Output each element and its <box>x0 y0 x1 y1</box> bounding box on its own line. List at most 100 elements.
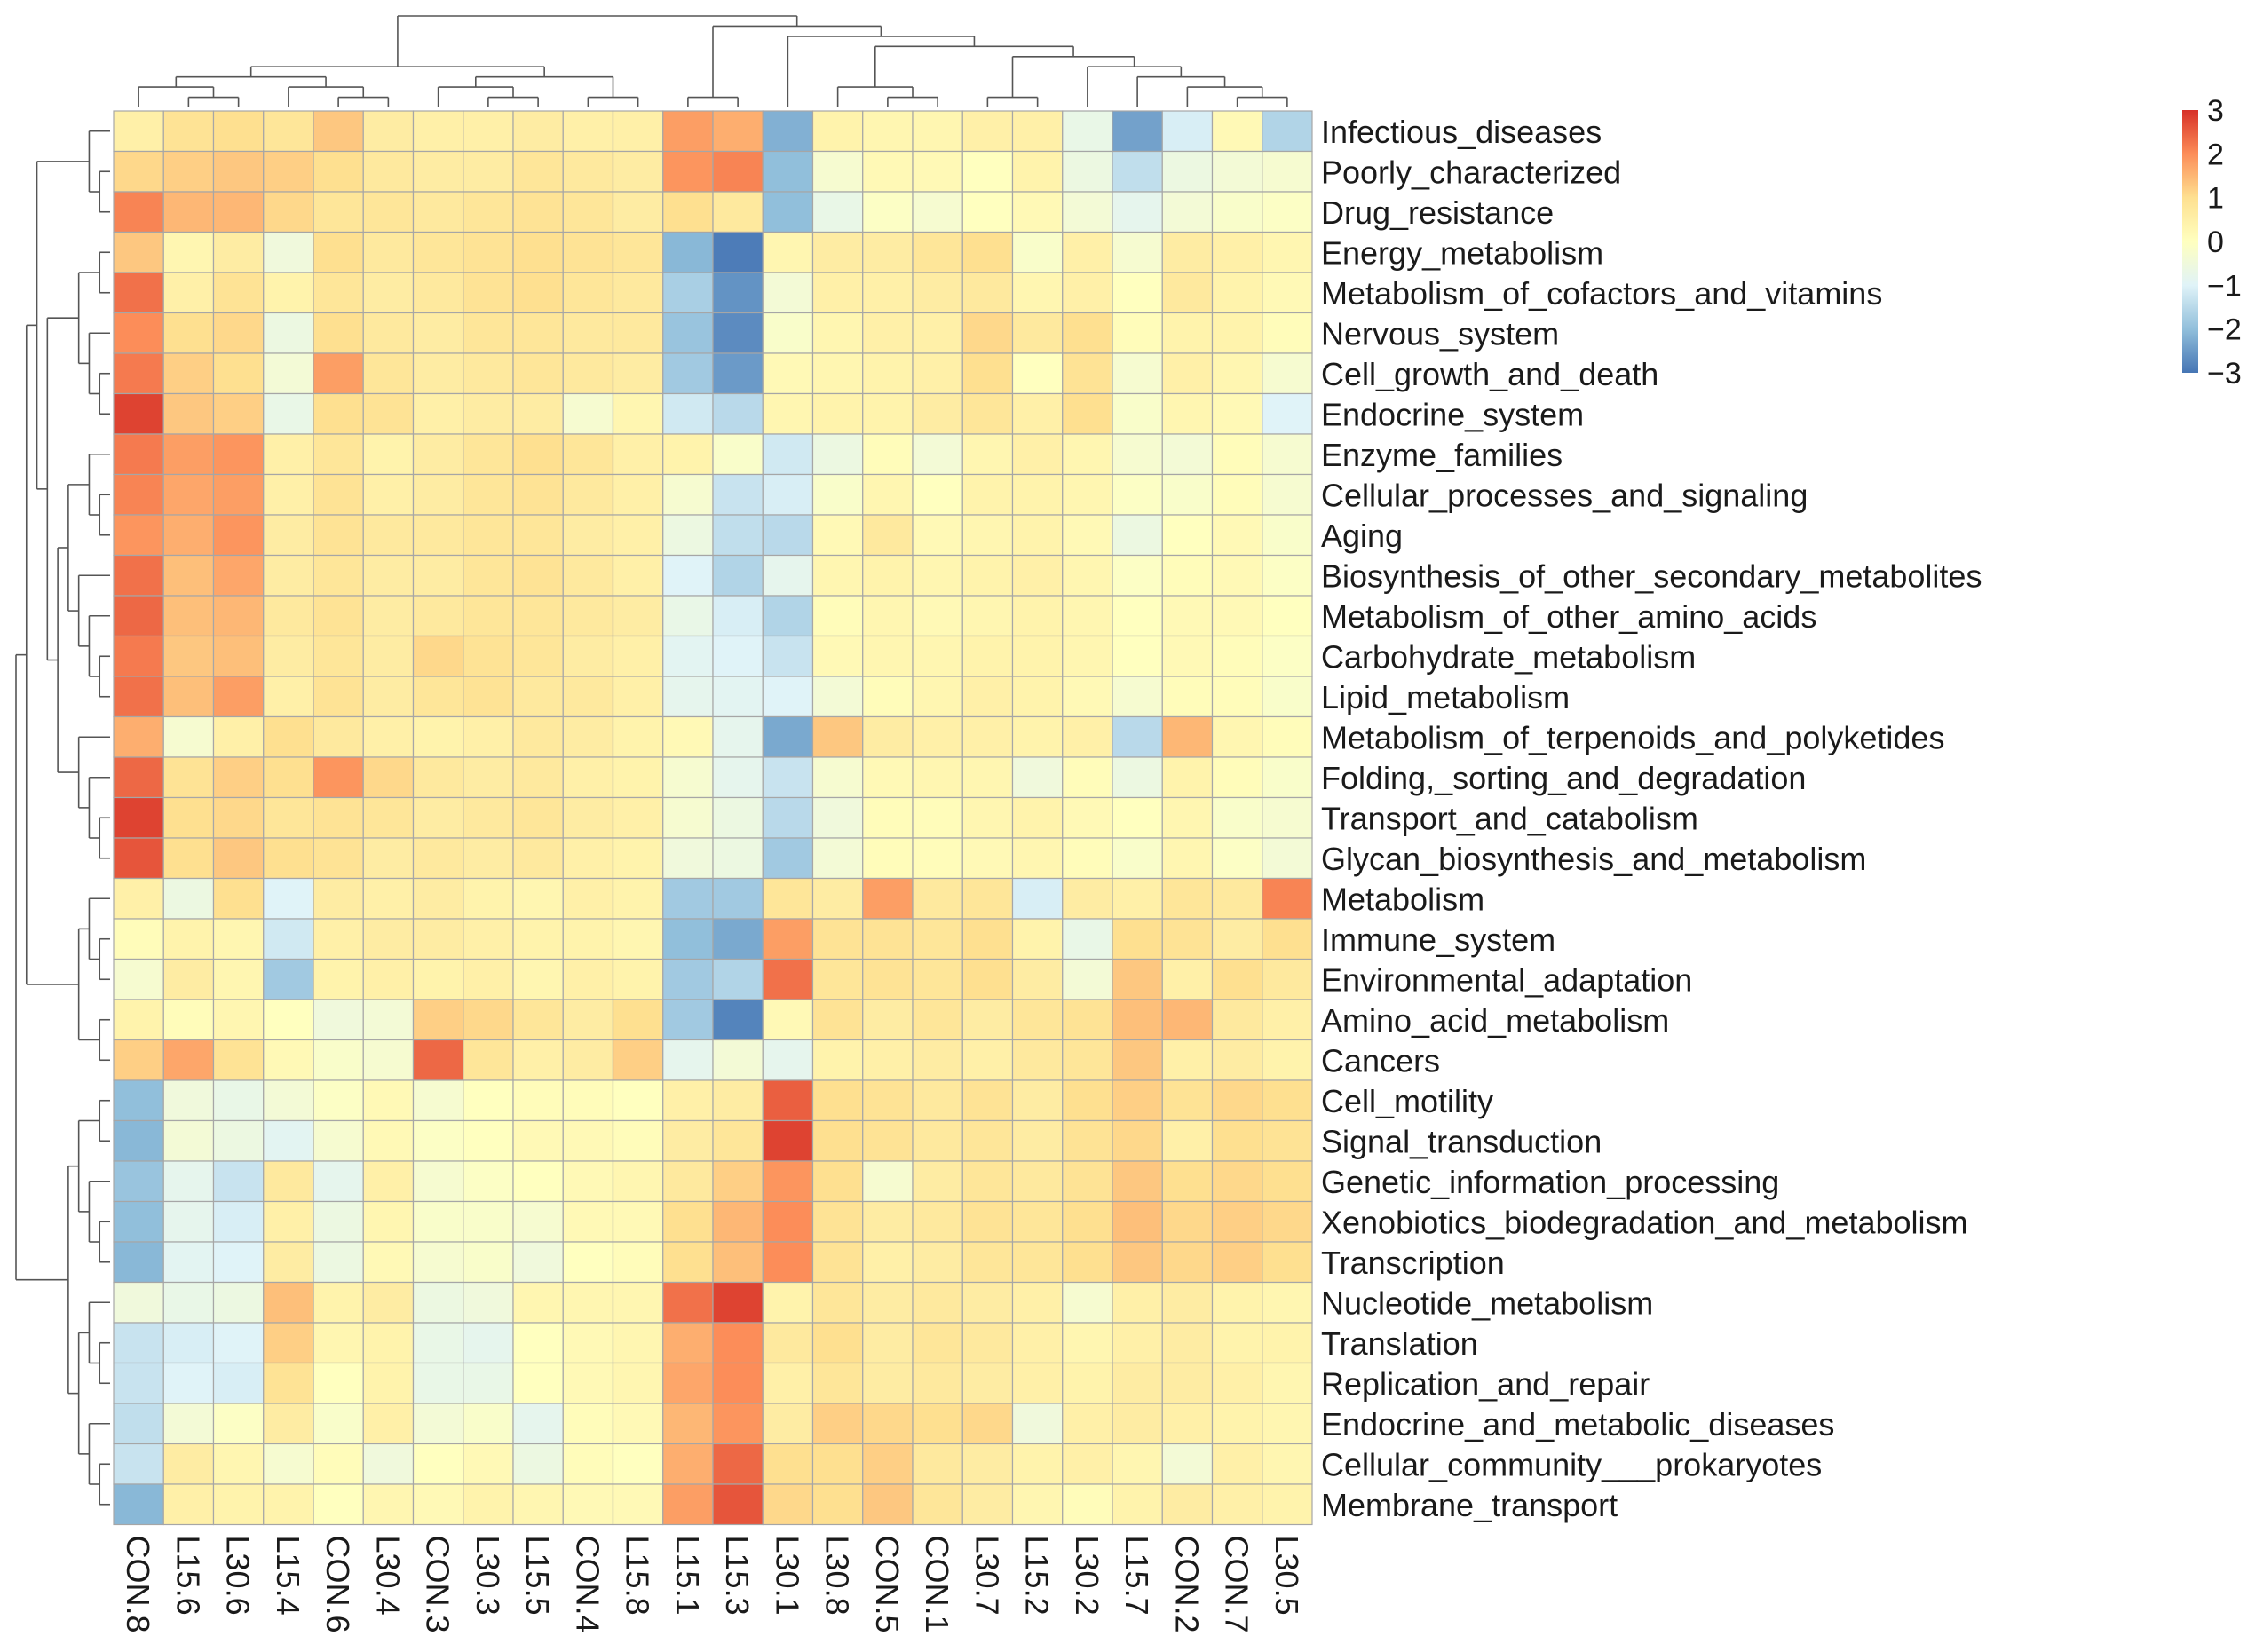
heatmap-cell <box>1262 715 1313 758</box>
heatmap-cell <box>362 1362 415 1404</box>
heatmap-cell <box>313 918 364 960</box>
heatmap-cell <box>912 231 963 273</box>
heatmap-cell <box>811 272 864 314</box>
heatmap-cell <box>1161 473 1214 516</box>
heatmap-cell <box>662 473 714 516</box>
heatmap-cell <box>862 635 914 677</box>
heatmap-cell <box>1161 272 1214 314</box>
heatmap-cell <box>313 635 364 677</box>
legend-tick-label: 1 <box>2207 182 2224 216</box>
heatmap-cell <box>1112 433 1163 476</box>
heatmap-cell <box>263 554 314 597</box>
heatmap-cell <box>212 1241 265 1284</box>
heatmap-cell <box>961 1241 1014 1284</box>
heatmap-cell <box>1011 635 1064 677</box>
heatmap-cell <box>811 514 864 557</box>
heatmap-cell <box>562 676 614 718</box>
heatmap-cell <box>562 473 614 516</box>
heatmap-cell <box>612 231 664 273</box>
heatmap-cell <box>1062 595 1113 637</box>
heatmap-cell <box>162 837 215 880</box>
heatmap-cell <box>1112 1119 1163 1162</box>
heatmap-cell <box>463 1119 514 1162</box>
heatmap-cell <box>512 231 564 273</box>
heatmap-cell <box>762 1241 814 1284</box>
heatmap-cell <box>263 272 314 314</box>
heatmap-cell <box>362 1281 415 1324</box>
heatmap-cell <box>1211 676 1263 718</box>
heatmap-cell <box>862 918 914 960</box>
heatmap-cell <box>313 1119 364 1162</box>
heatmap-cell <box>1112 191 1163 233</box>
heatmap-cell <box>862 1443 914 1485</box>
heatmap-cell <box>412 1241 464 1284</box>
heatmap-cell <box>212 756 265 799</box>
heatmap-cell <box>961 352 1014 395</box>
heatmap-cell <box>662 1160 714 1203</box>
column-label: L30.1 <box>769 1536 805 1616</box>
heatmap-cell <box>263 514 314 557</box>
heatmap-cell <box>762 1039 814 1081</box>
column-label: L15.8 <box>620 1536 656 1616</box>
heatmap-cell <box>512 1200 564 1243</box>
heatmap-cell <box>662 595 714 637</box>
heatmap-cell <box>1161 1039 1214 1081</box>
heatmap-cell <box>762 837 814 880</box>
heatmap-cell <box>212 191 265 233</box>
heatmap-cell <box>762 312 814 354</box>
heatmap-cell <box>662 514 714 557</box>
heatmap-cell <box>762 191 814 233</box>
heatmap-cell <box>1011 150 1064 193</box>
row-label: Cell_motility <box>1321 1083 1493 1119</box>
heatmap-cell <box>362 1483 415 1526</box>
heatmap-cell <box>912 756 963 799</box>
heatmap-cell <box>712 231 764 273</box>
heatmap-cell <box>811 1403 864 1445</box>
heatmap-cell <box>912 272 963 314</box>
heatmap-cell <box>313 272 364 314</box>
heatmap-cell <box>212 554 265 597</box>
heatmap-cell <box>1211 1039 1263 1081</box>
heatmap-cell <box>712 1443 764 1485</box>
heatmap-cell <box>712 796 764 839</box>
heatmap-cell <box>912 676 963 718</box>
heatmap-cell <box>1062 272 1113 314</box>
heatmap-cell <box>113 1079 164 1122</box>
heatmap-cell <box>412 312 464 354</box>
heatmap-cell <box>113 352 164 395</box>
heatmap-cell <box>662 1483 714 1526</box>
heatmap-cell <box>912 877 963 920</box>
heatmap-cell <box>463 473 514 516</box>
heatmap-cell <box>313 110 364 153</box>
heatmap-cell <box>362 312 415 354</box>
heatmap-cell <box>1011 433 1064 476</box>
heatmap-cell <box>612 1281 664 1324</box>
heatmap-cell <box>961 1443 1014 1485</box>
heatmap-cell <box>912 1443 963 1485</box>
heatmap-cell <box>113 676 164 718</box>
heatmap-cell <box>162 231 215 273</box>
heatmap-cell <box>263 110 314 153</box>
heatmap-cell <box>811 191 864 233</box>
heatmap-cell <box>512 958 564 1000</box>
row-label: Xenobiotics_biodegradation_and_metabolis… <box>1321 1204 1968 1240</box>
heatmap-cell <box>562 1241 614 1284</box>
heatmap-cell <box>463 1443 514 1485</box>
heatmap-cell <box>212 1281 265 1324</box>
heatmap-cell <box>762 756 814 799</box>
heatmap-cell <box>263 392 314 435</box>
heatmap-cell <box>762 231 814 273</box>
heatmap-cell <box>1211 1281 1263 1324</box>
heatmap-cell <box>1062 1281 1113 1324</box>
column-label: L30.2 <box>1069 1536 1105 1616</box>
heatmap-cell <box>1262 999 1313 1041</box>
heatmap-cell <box>811 1241 864 1284</box>
heatmap-cell <box>1011 392 1064 435</box>
heatmap-cell <box>1211 272 1263 314</box>
heatmap-cell <box>712 877 764 920</box>
heatmap-cell <box>1062 796 1113 839</box>
heatmap-cell <box>762 150 814 193</box>
heatmap-cell <box>662 756 714 799</box>
heatmap-cell <box>1112 1200 1163 1243</box>
heatmap-cell <box>1262 392 1313 435</box>
